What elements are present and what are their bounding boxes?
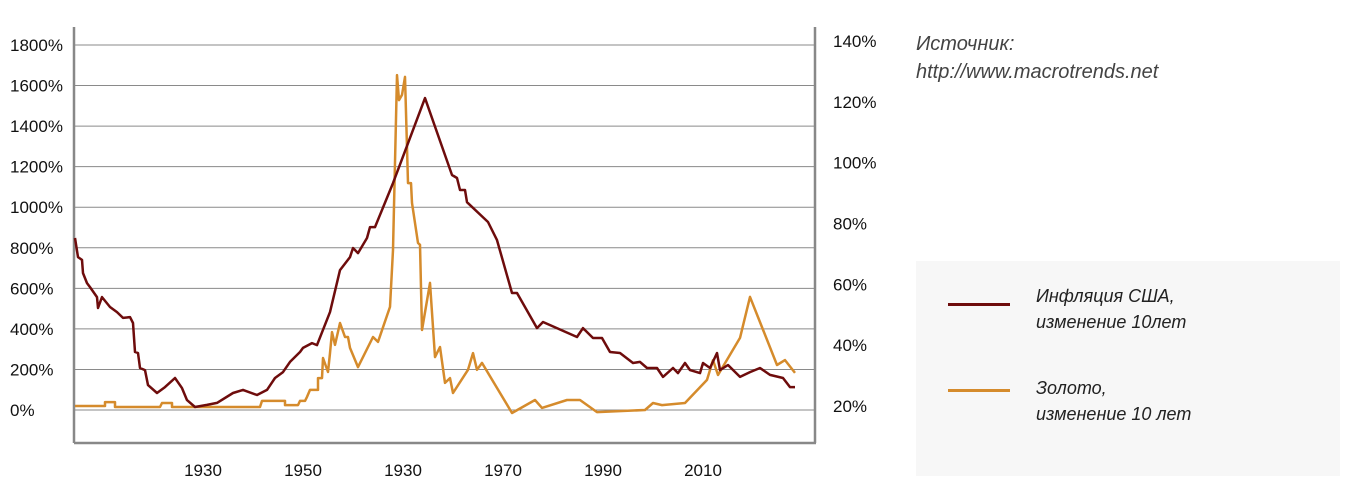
y-right-tick-label: 20% (833, 397, 867, 416)
y-left-tick-label: 1600% (10, 77, 63, 96)
x-tick-label: 1990 (584, 461, 622, 480)
y-right-tick-label: 80% (833, 215, 867, 234)
y-left-tick-label: 0% (10, 401, 35, 420)
legend-label-inflation: Инфляция США, изменение 10лет (1036, 283, 1336, 335)
legend-label-gold: Золото, изменение 10 лет (1036, 375, 1336, 427)
source-url: http://www.macrotrends.net (916, 61, 1159, 83)
y-left-tick-label: 1800% (10, 36, 63, 55)
y-left-tick-label: 1400% (10, 117, 63, 136)
y-left-tick-label: 600% (10, 279, 53, 298)
y-left-tick-label: 1000% (10, 198, 63, 217)
legend-label-line: Золото, (1036, 378, 1107, 398)
legend-label-line: изменение 10лет (1036, 312, 1187, 332)
series-line-gold (75, 73, 796, 415)
chart: 0% 200% 400% 600% 800% 1000% 1200% 1400% 1600% 18… (10, 27, 876, 480)
y-right-tick-label: 120% (833, 93, 876, 112)
legend-label-line: изменение 10 лет (1036, 404, 1192, 424)
y-right-tick-label: 40% (833, 336, 867, 355)
y-left-tick-label: 200% (10, 360, 53, 379)
legend-label-line: Инфляция США, (1036, 286, 1175, 306)
x-tick-label: 1930 (384, 461, 422, 480)
x-tick-label: 1950 (284, 461, 322, 480)
x-tick-label: 1930 (184, 461, 222, 480)
legend-swatch-gold (948, 389, 1010, 392)
y-left-tick-label: 800% (10, 239, 53, 258)
x-tick-label: 1970 (484, 461, 522, 480)
series-line-inflation (73, 96, 795, 409)
legend: Инфляция США, изменение 10лет Золото, из… (916, 261, 1340, 476)
x-tick-label: 2010 (684, 461, 722, 480)
y-right-tick-label: 140% (833, 32, 876, 51)
legend-swatch-inflation (948, 303, 1010, 306)
y-left-tick-label: 400% (10, 320, 53, 339)
y-left-tick-label: 1200% (10, 158, 63, 177)
y-right-tick-label: 100% (833, 154, 876, 173)
source-label: Источник: (916, 33, 1015, 55)
source-note: Источник: http://www.macrotrends.net (916, 30, 1158, 86)
y-right-tick-label: 60% (833, 275, 867, 294)
